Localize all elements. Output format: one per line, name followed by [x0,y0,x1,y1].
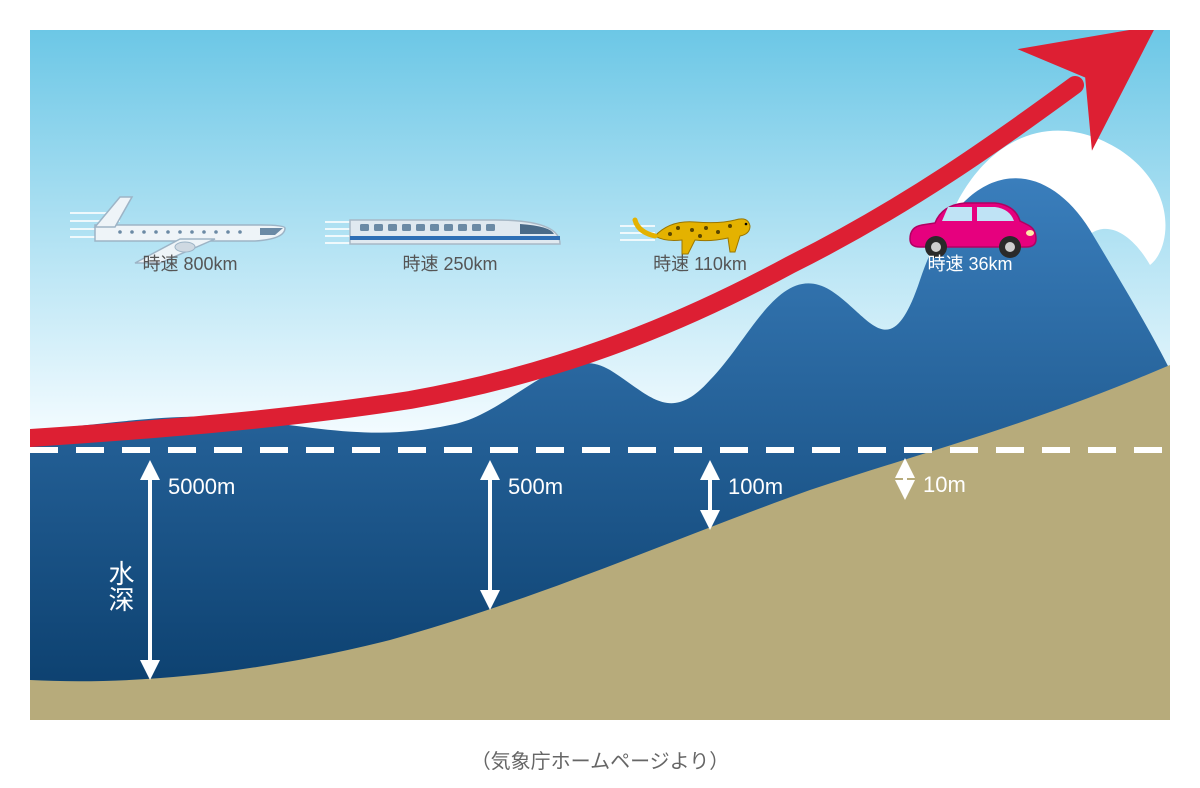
speed-label-car: 時速 36km [927,254,1012,274]
depth-value: 500m [508,474,563,499]
speed-label-cheetah: 時速 110km [653,254,747,274]
bullet-train-icon [325,220,560,244]
depth-axis-label: 水深 [105,560,135,612]
speed-label-train: 時速 250km [402,254,497,274]
depth-value: 10m [923,472,966,497]
source-caption: （気象庁ホームページより） [0,745,1200,774]
tsunami-diagram: 5000m 500m 100m 10m 水深 時速 800km 時速 250km 時速… [30,30,1170,720]
depth-value: 100m [728,474,783,499]
speed-label-plane: 時速 800km [142,254,237,274]
depth-value: 5000m [168,474,235,499]
